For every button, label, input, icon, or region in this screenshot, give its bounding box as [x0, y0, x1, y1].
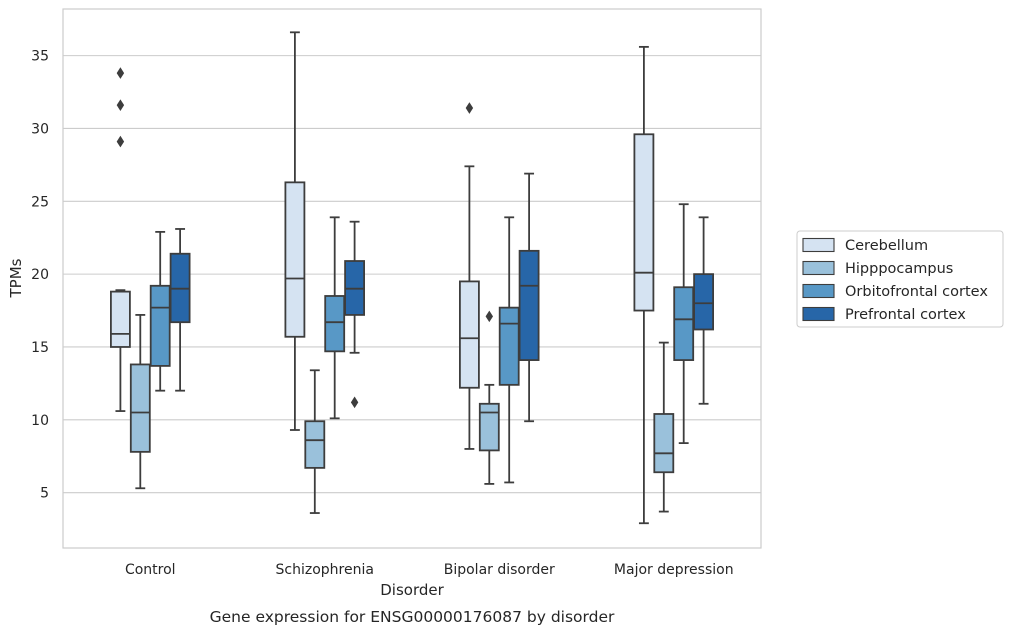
- box-iqr: [498, 306, 520, 386]
- chart-caption: Gene expression for ENSG00000176087 by d…: [210, 608, 615, 626]
- outlier-point-1: [116, 99, 125, 111]
- x-tick-label-major-depression: Major depression: [614, 562, 734, 578]
- box-schizophrenia-orbitofrontal-cortex: [324, 216, 346, 420]
- box-iqr: [458, 280, 480, 389]
- outlier-point-0: [350, 396, 359, 409]
- legend-swatch-hipppocampus: [802, 260, 835, 276]
- legend: Cerebellum Hipppocampus Orbitofrontal cort…: [796, 230, 1004, 328]
- y-tick-label-25: 25: [31, 194, 49, 210]
- y-tick-labels: 5 10 15 20 25 30 35: [31, 49, 49, 502]
- box-iqr: [633, 133, 655, 312]
- y-tick-label-10: 10: [31, 413, 49, 429]
- y-tick-label-20: 20: [31, 267, 49, 283]
- box-iqr: [518, 249, 540, 361]
- box-major-depression-hipppocampus: [653, 341, 675, 513]
- outlier-point-2: [116, 67, 125, 79]
- box-bipolar-disorder-prefrontal-cortex: [518, 172, 540, 423]
- x-tick-label-control: Control: [125, 562, 176, 578]
- legend-swatch-prefrontal-cortex: [802, 306, 835, 322]
- x-tick-labels: Control Schizophrenia Bipolar disorder Majo…: [125, 562, 734, 578]
- legend-label-orbitofrontal-cortex: Orbitofrontal cortex: [845, 284, 988, 300]
- box-iqr: [284, 181, 306, 338]
- box-iqr: [673, 286, 695, 361]
- box-control-orbitofrontal-cortex: [149, 230, 171, 392]
- box-iqr: [478, 402, 500, 452]
- legend-label-hipppocampus: Hipppocampus: [845, 261, 953, 277]
- plot-area-frame: [62, 8, 762, 549]
- x-tick-label-schizophrenia: Schizophrenia: [276, 562, 374, 578]
- y-tick-label-5: 5: [40, 486, 49, 502]
- box-iqr: [304, 420, 326, 469]
- box-major-depression-prefrontal-cortex: [693, 216, 714, 405]
- y-axis-label: TPMs: [7, 258, 25, 298]
- y-tick-label-35: 35: [31, 49, 49, 65]
- box-groups: [110, 31, 714, 525]
- box-bipolar-disorder-cerebellum: [458, 102, 480, 450]
- y-tick-label-15: 15: [31, 340, 49, 356]
- box-iqr: [653, 413, 675, 474]
- box-schizophrenia-cerebellum: [284, 31, 306, 431]
- x-tick-label-bipolar-disorder: Bipolar disorder: [444, 562, 555, 578]
- box-control-cerebellum: [110, 67, 131, 412]
- box-iqr: [693, 273, 714, 331]
- outlier-point-0: [116, 135, 125, 148]
- box-iqr: [149, 284, 171, 367]
- y-tick-label-30: 30: [31, 121, 49, 137]
- box-schizophrenia-prefrontal-cortex: [344, 220, 366, 409]
- box-bipolar-disorder-hipppocampus: [478, 310, 500, 485]
- legend-box: [796, 230, 1004, 328]
- legend-label-cerebellum: Cerebellum: [845, 238, 928, 254]
- box-control-prefrontal-cortex: [169, 228, 191, 392]
- box-major-depression-orbitofrontal-cortex: [673, 203, 695, 445]
- outlier-point-0: [465, 102, 474, 114]
- box-iqr: [110, 290, 131, 348]
- x-axis-label: Disorder: [380, 581, 444, 599]
- box-major-depression-cerebellum: [633, 45, 655, 525]
- box-control-hipppocampus: [129, 314, 151, 490]
- legend-label-prefrontal-cortex: Prefrontal cortex: [845, 307, 966, 323]
- box-schizophrenia-hipppocampus: [304, 369, 326, 514]
- legend-swatch-orbitofrontal-cortex: [802, 283, 835, 299]
- outlier-point-0: [485, 310, 494, 323]
- box-iqr: [129, 363, 151, 453]
- box-iqr: [324, 295, 346, 353]
- legend-swatch-cerebellum: [802, 237, 835, 253]
